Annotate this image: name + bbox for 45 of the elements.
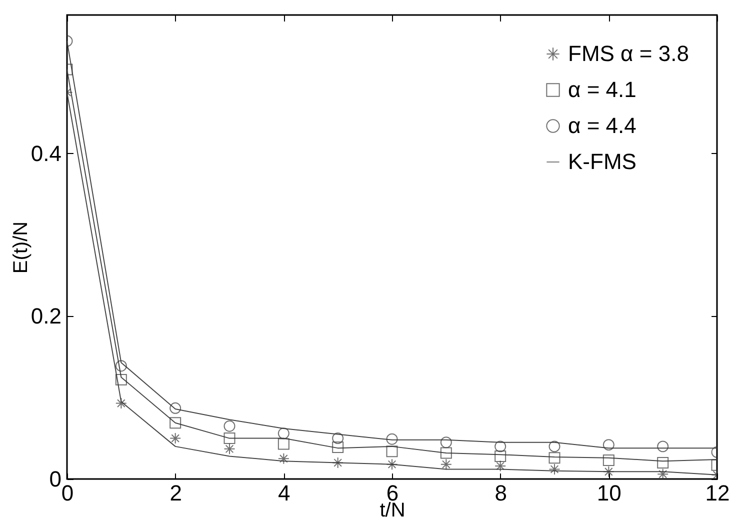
point xyxy=(115,374,127,386)
point xyxy=(332,456,344,468)
legend-label: α = 4.1 xyxy=(568,77,636,102)
x-tick-label: 2 xyxy=(170,480,182,506)
point xyxy=(224,420,236,432)
point xyxy=(602,439,614,451)
point xyxy=(494,460,506,472)
point xyxy=(440,458,452,470)
y-tick-label: 0.2 xyxy=(30,304,62,329)
point xyxy=(332,432,344,444)
point xyxy=(657,440,669,452)
point xyxy=(657,468,669,479)
point xyxy=(170,417,182,429)
point xyxy=(494,440,506,452)
point xyxy=(386,433,398,445)
y-tick-label: 0.4 xyxy=(30,140,62,166)
point xyxy=(602,466,614,478)
x-tick-label: 10 xyxy=(596,480,622,506)
legend-label: K-FMS xyxy=(568,149,636,174)
point xyxy=(115,398,127,410)
point xyxy=(170,402,182,414)
point xyxy=(657,456,669,468)
legend-label: α = 4.4 xyxy=(568,113,636,138)
point xyxy=(278,428,290,440)
point xyxy=(278,438,290,450)
point xyxy=(440,436,452,448)
x-tick-label: 8 xyxy=(494,480,507,506)
x-tick-label: 12 xyxy=(705,480,730,506)
point xyxy=(548,463,560,475)
point xyxy=(332,442,344,453)
point xyxy=(548,452,560,464)
point xyxy=(224,443,236,455)
point xyxy=(440,447,452,459)
point xyxy=(386,458,398,470)
point xyxy=(115,360,127,372)
point xyxy=(170,432,182,444)
point xyxy=(548,440,560,452)
point xyxy=(602,454,614,466)
point xyxy=(278,452,290,464)
point xyxy=(386,446,398,458)
point xyxy=(494,450,506,462)
y-axis-title: E(t)/N xyxy=(10,221,32,274)
point xyxy=(224,432,236,444)
x-tick-label: 4 xyxy=(278,480,290,506)
legend-label: FMS α = 3.8 xyxy=(568,41,689,66)
